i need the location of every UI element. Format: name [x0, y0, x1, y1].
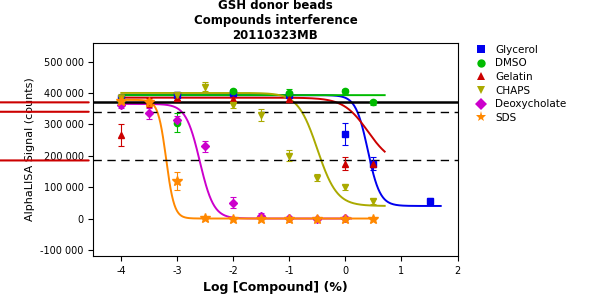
Y-axis label: AlphaLISA Signal (counts): AlphaLISA Signal (counts)	[25, 77, 35, 221]
Text: MAX: MAX	[0, 95, 88, 109]
Legend: Glycerol, DMSO, Gelatin, CHAPS, Deoxycholate, SDS: Glycerol, DMSO, Gelatin, CHAPS, Deoxycho…	[470, 44, 567, 124]
Text: No effect: No effect	[0, 105, 88, 119]
Text: IC50: IC50	[0, 153, 88, 167]
Title: AL128 anti-His(GST-His-tag probe)
GSH donor beads
Compounds interference
2011032: AL128 anti-His(GST-His-tag probe) GSH do…	[161, 0, 389, 41]
X-axis label: Log [Compound] (%): Log [Compound] (%)	[203, 282, 348, 295]
